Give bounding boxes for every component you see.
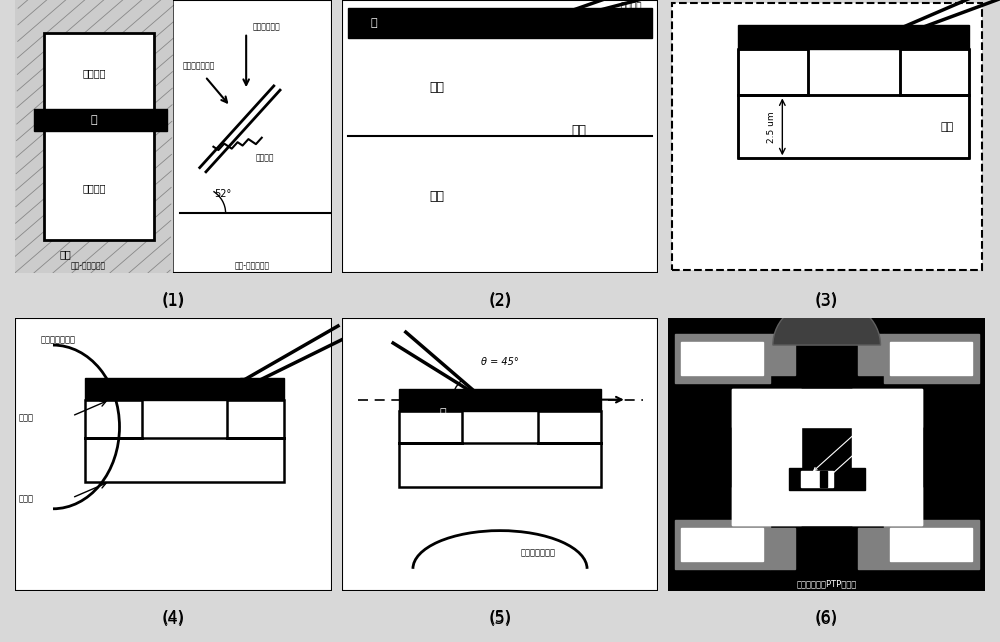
Bar bbox=[789, 468, 865, 490]
Text: (3): (3) bbox=[816, 292, 837, 307]
Text: 馔焊点: 馔焊点 bbox=[18, 413, 33, 422]
Bar bbox=[34, 109, 167, 131]
Bar bbox=[44, 33, 154, 240]
Bar bbox=[15, 0, 173, 273]
Text: 52°: 52° bbox=[214, 189, 232, 199]
Text: 薄脉-基底俧视图: 薄脉-基底俧视图 bbox=[235, 261, 270, 270]
Text: 扫描电镜方向: 扫描电镜方向 bbox=[252, 22, 280, 32]
Bar bbox=[675, 520, 770, 569]
Bar bbox=[681, 342, 763, 375]
Bar bbox=[884, 520, 979, 569]
Text: 上矩形槽: 上矩形槽 bbox=[82, 69, 106, 79]
Bar bbox=[675, 334, 770, 383]
Text: (6): (6) bbox=[815, 610, 838, 628]
Polygon shape bbox=[399, 411, 601, 487]
Text: 薄脉-基底俧视图: 薄脉-基底俧视图 bbox=[70, 261, 105, 270]
Text: 取样探针: 取样探针 bbox=[620, 3, 642, 12]
Wedge shape bbox=[773, 299, 881, 345]
Text: 馔: 馔 bbox=[370, 18, 377, 28]
Text: 界面: 界面 bbox=[572, 125, 587, 137]
Bar bbox=[85, 377, 284, 399]
Bar bbox=[770, 334, 795, 375]
Bar bbox=[732, 388, 922, 427]
Text: 垂直放置的铜网: 垂直放置的铜网 bbox=[40, 335, 75, 344]
Bar bbox=[858, 334, 884, 375]
Bar bbox=[348, 8, 652, 39]
Bar bbox=[399, 389, 601, 411]
Bar bbox=[732, 389, 801, 525]
Text: 水平放置的铜网: 水平放置的铜网 bbox=[520, 548, 556, 557]
Text: (2): (2) bbox=[488, 292, 512, 310]
Text: 聚焦离子束方向: 聚焦离子束方向 bbox=[182, 61, 215, 70]
Bar bbox=[858, 528, 884, 569]
Text: 基底: 基底 bbox=[429, 190, 444, 203]
Text: 馔: 馔 bbox=[91, 115, 97, 125]
Text: (1): (1) bbox=[162, 292, 185, 310]
Text: 薄脉: 薄脉 bbox=[60, 248, 72, 259]
Text: (4): (4) bbox=[163, 610, 184, 625]
Bar bbox=[770, 528, 795, 569]
Bar bbox=[738, 24, 969, 49]
Polygon shape bbox=[85, 399, 284, 482]
Bar bbox=[801, 471, 833, 487]
Text: (3): (3) bbox=[815, 292, 838, 310]
Text: (5): (5) bbox=[489, 610, 511, 625]
Polygon shape bbox=[738, 49, 969, 159]
Bar bbox=[890, 342, 972, 375]
Text: (6): (6) bbox=[816, 610, 837, 625]
Bar bbox=[884, 334, 979, 383]
Text: 薄脉: 薄脉 bbox=[429, 81, 444, 94]
Text: 馔: 馔 bbox=[440, 408, 446, 419]
Bar bbox=[681, 528, 763, 560]
Bar bbox=[890, 528, 972, 560]
Bar bbox=[732, 487, 922, 525]
Text: θ = 45°: θ = 45° bbox=[481, 357, 519, 367]
Bar bbox=[852, 389, 922, 525]
Text: 馔焊点: 馔焊点 bbox=[814, 420, 872, 471]
Text: 2.5 um: 2.5 um bbox=[767, 111, 776, 143]
Text: 薄片样品: 薄片样品 bbox=[256, 153, 274, 163]
Bar bbox=[820, 471, 827, 487]
Text: 间隙: 间隙 bbox=[830, 442, 868, 476]
Text: 推拉式装置（PTP装置）: 推拉式装置（PTP装置） bbox=[797, 579, 857, 588]
Text: (5): (5) bbox=[488, 610, 512, 628]
Text: 下矩形槽: 下矩形槽 bbox=[82, 183, 106, 193]
Text: 馔焊点: 馔焊点 bbox=[18, 495, 33, 504]
Text: 界面: 界面 bbox=[940, 122, 954, 132]
Text: (2): (2) bbox=[489, 292, 511, 307]
Text: (1): (1) bbox=[163, 292, 184, 307]
Text: (4): (4) bbox=[162, 610, 185, 628]
